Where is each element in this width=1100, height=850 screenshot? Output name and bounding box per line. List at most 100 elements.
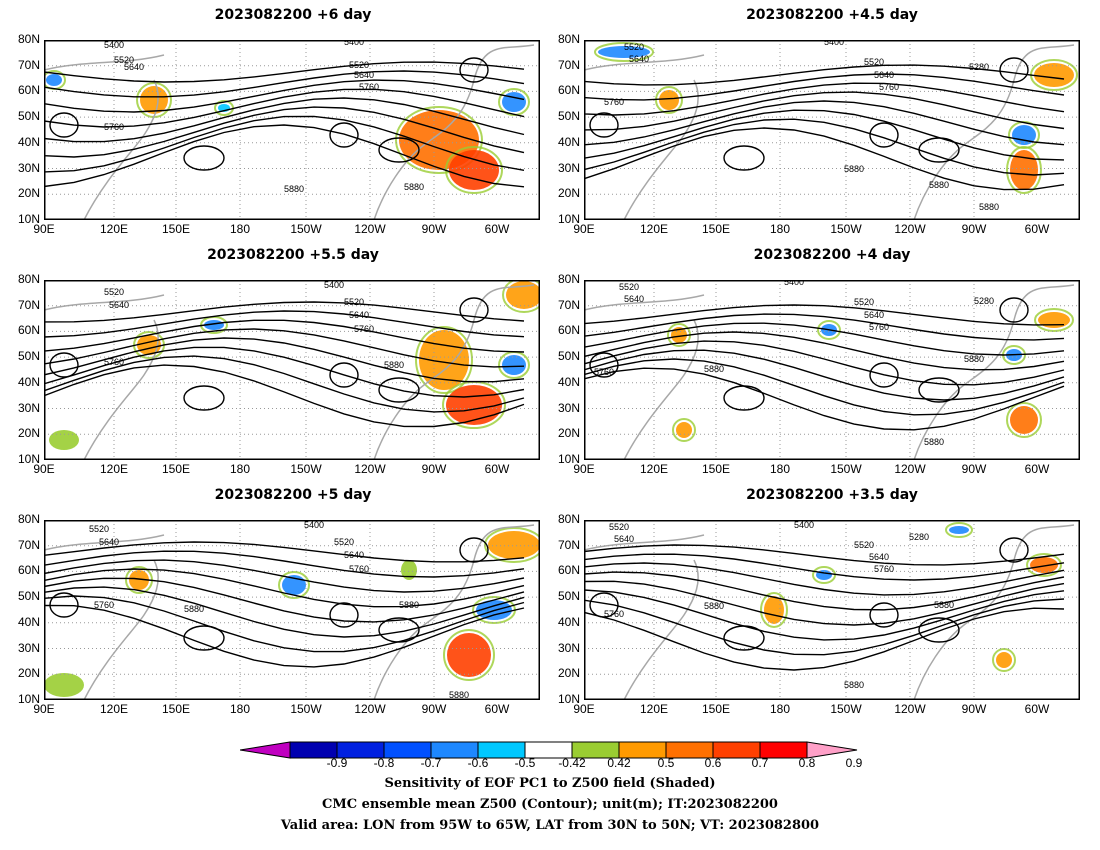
colorbar-label: 0.5: [657, 756, 675, 770]
lon-tick-label: 90E: [33, 702, 55, 716]
shaded-region-edge: [817, 320, 841, 340]
lon-tick-label: 90E: [33, 462, 55, 476]
contour-line: [44, 61, 525, 83]
panel-title: 2023082200 +4.5 day: [746, 7, 918, 23]
lon-tick-label: 150E: [701, 222, 731, 236]
contour-label: 5760: [874, 564, 894, 574]
shaded-region-edge: [502, 280, 540, 313]
contour-label: 5520: [104, 287, 124, 297]
contour-line: [44, 586, 525, 638]
contour-label: 5400: [794, 520, 814, 530]
lon-tick-label: 180: [769, 702, 791, 716]
lon-tick-label: 60W: [484, 702, 510, 716]
contour-label: 5880: [449, 690, 469, 700]
lat-tick-label: 50N: [557, 589, 580, 604]
lon-tick-label: 120W: [894, 462, 926, 476]
lat-tick-label: 40N: [557, 134, 580, 149]
contour-line: [584, 571, 1065, 611]
lon-tick-label: 120W: [354, 462, 386, 476]
lon-tick-label: 180: [229, 702, 251, 716]
contour-label: 5640: [354, 70, 374, 80]
contour-line: [44, 337, 525, 383]
lat-tick-label: 20N: [557, 186, 580, 201]
contour-label: 5520: [609, 522, 629, 532]
contour-label: 5880: [399, 600, 419, 610]
contour-line: [44, 88, 525, 128]
panel-title: 2023082200 +6 day: [214, 7, 372, 23]
lat-tick-label: 50N: [17, 349, 40, 364]
coastline-path: [373, 524, 535, 700]
colorbar-end-left: [240, 741, 291, 759]
z500-contours: [44, 537, 525, 668]
shaded-region: [44, 673, 84, 697]
shaded-region: [671, 327, 687, 343]
contour-label: 5880: [404, 182, 424, 192]
contour-label: 5520: [624, 42, 644, 52]
contour-line: [44, 115, 525, 173]
contour-line: [584, 544, 1065, 566]
map-frame: [584, 40, 1080, 220]
contour-label: 5880: [184, 604, 204, 614]
lat-tick-label: 30N: [17, 160, 40, 175]
contour-label: 5640: [874, 70, 894, 80]
lon-tick-label: 90E: [573, 222, 595, 236]
lon-tick-label: 120E: [639, 702, 669, 716]
shaded-region: [764, 596, 784, 624]
panel-title: 2023082200 +4 day: [753, 247, 911, 263]
coastline: [44, 284, 535, 460]
lat-tick-label: 60N: [557, 323, 580, 338]
shaded-region-edge: [672, 418, 696, 442]
contour-label: 5640: [624, 294, 644, 304]
contour-label: 5280: [909, 532, 929, 542]
contour-line: [44, 541, 525, 563]
lon-tick-label: 120W: [354, 222, 386, 236]
lon-tick-label: 90E: [573, 462, 595, 476]
contour-ring: [723, 385, 765, 411]
coastline: [584, 44, 1075, 220]
shaded-region-edge: [760, 592, 788, 628]
lon-tick-label: 90W: [961, 462, 987, 476]
contour-label: 5880: [929, 180, 949, 190]
lon-tick-label: 120E: [99, 222, 129, 236]
contour-line: [44, 604, 525, 668]
shaded-region: [598, 46, 650, 58]
lon-tick-label: 150E: [161, 462, 191, 476]
gridlines: [584, 40, 1080, 220]
lon-tick-label: 150E: [701, 462, 731, 476]
contour-line: [584, 349, 1065, 401]
contour-ring: [378, 137, 420, 163]
shaded-region-edge: [1026, 553, 1062, 577]
contour-label: 5760: [604, 609, 624, 619]
contour-line: [584, 367, 1065, 431]
shaded-region-edge: [1034, 308, 1074, 332]
caption-line-2: CMC ensemble mean Z500 (Contour); unit(m…: [322, 797, 778, 812]
lon-tick-label: 90E: [33, 222, 55, 236]
contour-label: 5640: [344, 550, 364, 560]
contour-line: [44, 577, 525, 623]
colorbar-label: 0.9: [845, 756, 863, 770]
shaded-region: [401, 560, 417, 580]
contour-label: 5880: [964, 354, 984, 364]
lat-tick-label: 70N: [557, 537, 580, 552]
z500-contours: [584, 537, 1065, 671]
coastline: [584, 524, 1075, 700]
coastline-path: [44, 534, 165, 551]
lat-tick-label: 60N: [557, 563, 580, 578]
contour-ring: [589, 352, 619, 378]
map-panel: 5520 5640 5760 5400 5520 5640 5760 5880 5880 5880…: [584, 40, 1080, 220]
colorbar-label: -0.8: [373, 756, 395, 770]
lon-tick-label: 120E: [639, 222, 669, 236]
contour-line: [584, 109, 1065, 161]
colorbar-label: -0.6: [467, 756, 489, 770]
contour-label: 5520: [854, 297, 874, 307]
map-panel: 5520 5640 5760 5880 5400 5520 5640 5760 5880 5880…: [584, 280, 1080, 460]
shaded-region-edge: [1006, 402, 1042, 438]
contour-label: 5880: [704, 364, 724, 374]
map-panel: 5520 5640 5760 5400 5520 5640 5760 5880: [44, 280, 540, 460]
contour-line: [44, 70, 525, 98]
colorbar-label: 0.42: [607, 756, 631, 770]
lon-tick-label: 150W: [290, 222, 322, 236]
contour-ring: [918, 617, 960, 643]
lat-tick-label: 30N: [557, 640, 580, 655]
contour-ring: [49, 352, 79, 378]
